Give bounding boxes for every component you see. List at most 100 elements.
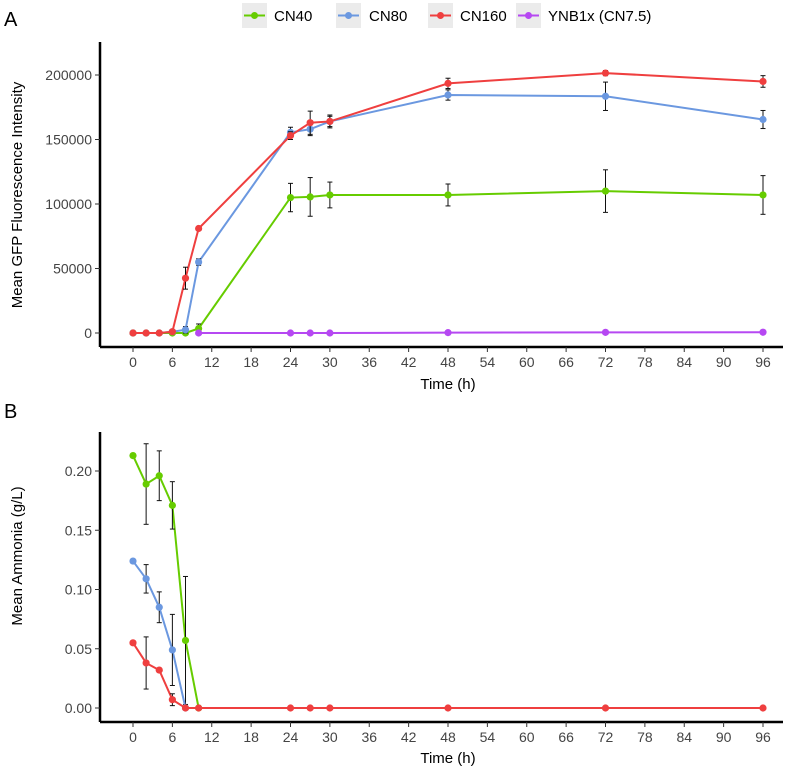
- data-point: [306, 704, 314, 712]
- x-tick-label: 30: [322, 729, 338, 745]
- x-tick-label: 12: [204, 354, 220, 370]
- data-point: [142, 329, 150, 337]
- data-point: [168, 501, 176, 509]
- data-point: [601, 328, 610, 336]
- legend-item-cn40: CN40: [242, 3, 312, 28]
- x-axis-title: Time (h): [420, 750, 475, 767]
- y-tick-label: 0: [84, 325, 92, 341]
- y-tick-label: 200000: [45, 67, 92, 83]
- x-tick-label: 24: [283, 354, 299, 370]
- data-point: [306, 119, 314, 127]
- x-tick-label: 54: [480, 354, 496, 370]
- x-tick-label: 90: [716, 729, 732, 745]
- series-cn160: [129, 636, 767, 712]
- data-point: [181, 636, 190, 645]
- data-point: [142, 575, 150, 583]
- x-tick-label: 36: [361, 354, 377, 370]
- data-point: [129, 557, 137, 565]
- x-tick-label: 66: [558, 729, 574, 745]
- data-point: [168, 328, 176, 336]
- x-tick-label: 0: [129, 354, 137, 370]
- x-tick-label: 60: [519, 729, 535, 745]
- legend-label: CN160: [460, 8, 507, 25]
- data-point: [129, 329, 137, 337]
- x-tick-label: 0: [129, 729, 137, 745]
- data-point: [759, 115, 767, 124]
- x-tick-label: 72: [598, 729, 614, 745]
- x-tick-label: 36: [361, 729, 377, 745]
- data-point: [286, 704, 295, 712]
- data-point: [195, 224, 203, 233]
- x-tick-label: 42: [401, 354, 417, 370]
- data-point: [181, 274, 190, 282]
- data-point: [155, 666, 163, 674]
- data-point: [142, 659, 150, 667]
- panel-a-gfp-chart: 0 6 12 18 24 30 36 42 48 54 60 66 72 78 84 90 96 0 50000 10…: [9, 42, 783, 393]
- legend-label: CN40: [274, 8, 312, 25]
- data-point: [129, 451, 137, 460]
- legend-label: YNB1x (CN7.5): [548, 8, 651, 25]
- series-ynb1x-cn7-5-: [195, 328, 767, 337]
- x-tick-label: 30: [322, 354, 338, 370]
- series-line: [132, 560, 187, 709]
- x-tick-label: 84: [676, 354, 692, 370]
- series-line: [133, 93, 764, 334]
- data-point: [326, 117, 334, 126]
- y-tick-label: 0.00: [65, 700, 92, 716]
- y-tick-label: 0.10: [65, 582, 92, 598]
- data-point: [168, 646, 176, 654]
- data-point: [444, 91, 452, 99]
- x-tick-label: 66: [558, 354, 574, 370]
- data-point: [759, 704, 767, 712]
- legend-item-cn160: CN160: [428, 3, 507, 28]
- x-tick-label: 24: [283, 729, 299, 745]
- x-tick-label: 78: [637, 354, 653, 370]
- x-tick-label: 42: [401, 729, 417, 745]
- x-tick-label: 96: [755, 354, 771, 370]
- data-point: [444, 79, 452, 87]
- data-point: [195, 704, 203, 712]
- data-point: [286, 193, 295, 202]
- panel-b-ammonia-chart: 0 6 12 18 24 30 36 42 48 54 60 66 72 78 84 90 96 0.00 0.05…: [9, 432, 783, 767]
- series-cn40: [129, 169, 767, 337]
- x-tick-label: 12: [204, 729, 220, 745]
- data-point: [444, 329, 452, 337]
- data-point: [759, 191, 767, 199]
- data-point: [601, 69, 610, 77]
- data-point: [155, 329, 163, 337]
- series-cn80: [129, 81, 767, 337]
- legend-item-cn80: CN80: [336, 3, 407, 28]
- data-point: [155, 603, 163, 611]
- data-point: [306, 193, 314, 201]
- y-axis-title: Mean GFP Fluorescence Intensity: [9, 81, 26, 308]
- x-axis-title: Time (h): [420, 376, 475, 393]
- data-point: [181, 326, 190, 334]
- y-tick-label: 0.20: [65, 463, 92, 479]
- data-point: [195, 329, 203, 337]
- data-point: [444, 191, 452, 199]
- panel-label-a: A: [4, 9, 18, 31]
- series-cn160: [129, 69, 767, 337]
- y-tick-label: 100000: [45, 196, 92, 212]
- x-tick-label: 96: [755, 729, 771, 745]
- x-tick-label: 72: [598, 354, 614, 370]
- data-point: [286, 132, 295, 140]
- legend-label: CN80: [369, 8, 407, 25]
- series-line: [132, 642, 763, 709]
- x-tick-label: 78: [637, 729, 653, 745]
- x-tick-label: 18: [243, 729, 259, 745]
- x-tick-label: 48: [440, 729, 456, 745]
- data-point: [195, 258, 203, 266]
- y-tick-label: 0.05: [65, 641, 92, 657]
- data-point: [326, 704, 334, 712]
- data-point: [326, 191, 334, 199]
- data-point: [601, 187, 610, 195]
- x-tick-label: 90: [716, 354, 732, 370]
- data-point: [444, 704, 452, 712]
- y-tick-label: 150000: [45, 132, 92, 148]
- data-point: [326, 329, 334, 337]
- data-point: [168, 696, 176, 704]
- x-tick-label: 48: [440, 354, 456, 370]
- x-tick-label: 84: [676, 729, 692, 745]
